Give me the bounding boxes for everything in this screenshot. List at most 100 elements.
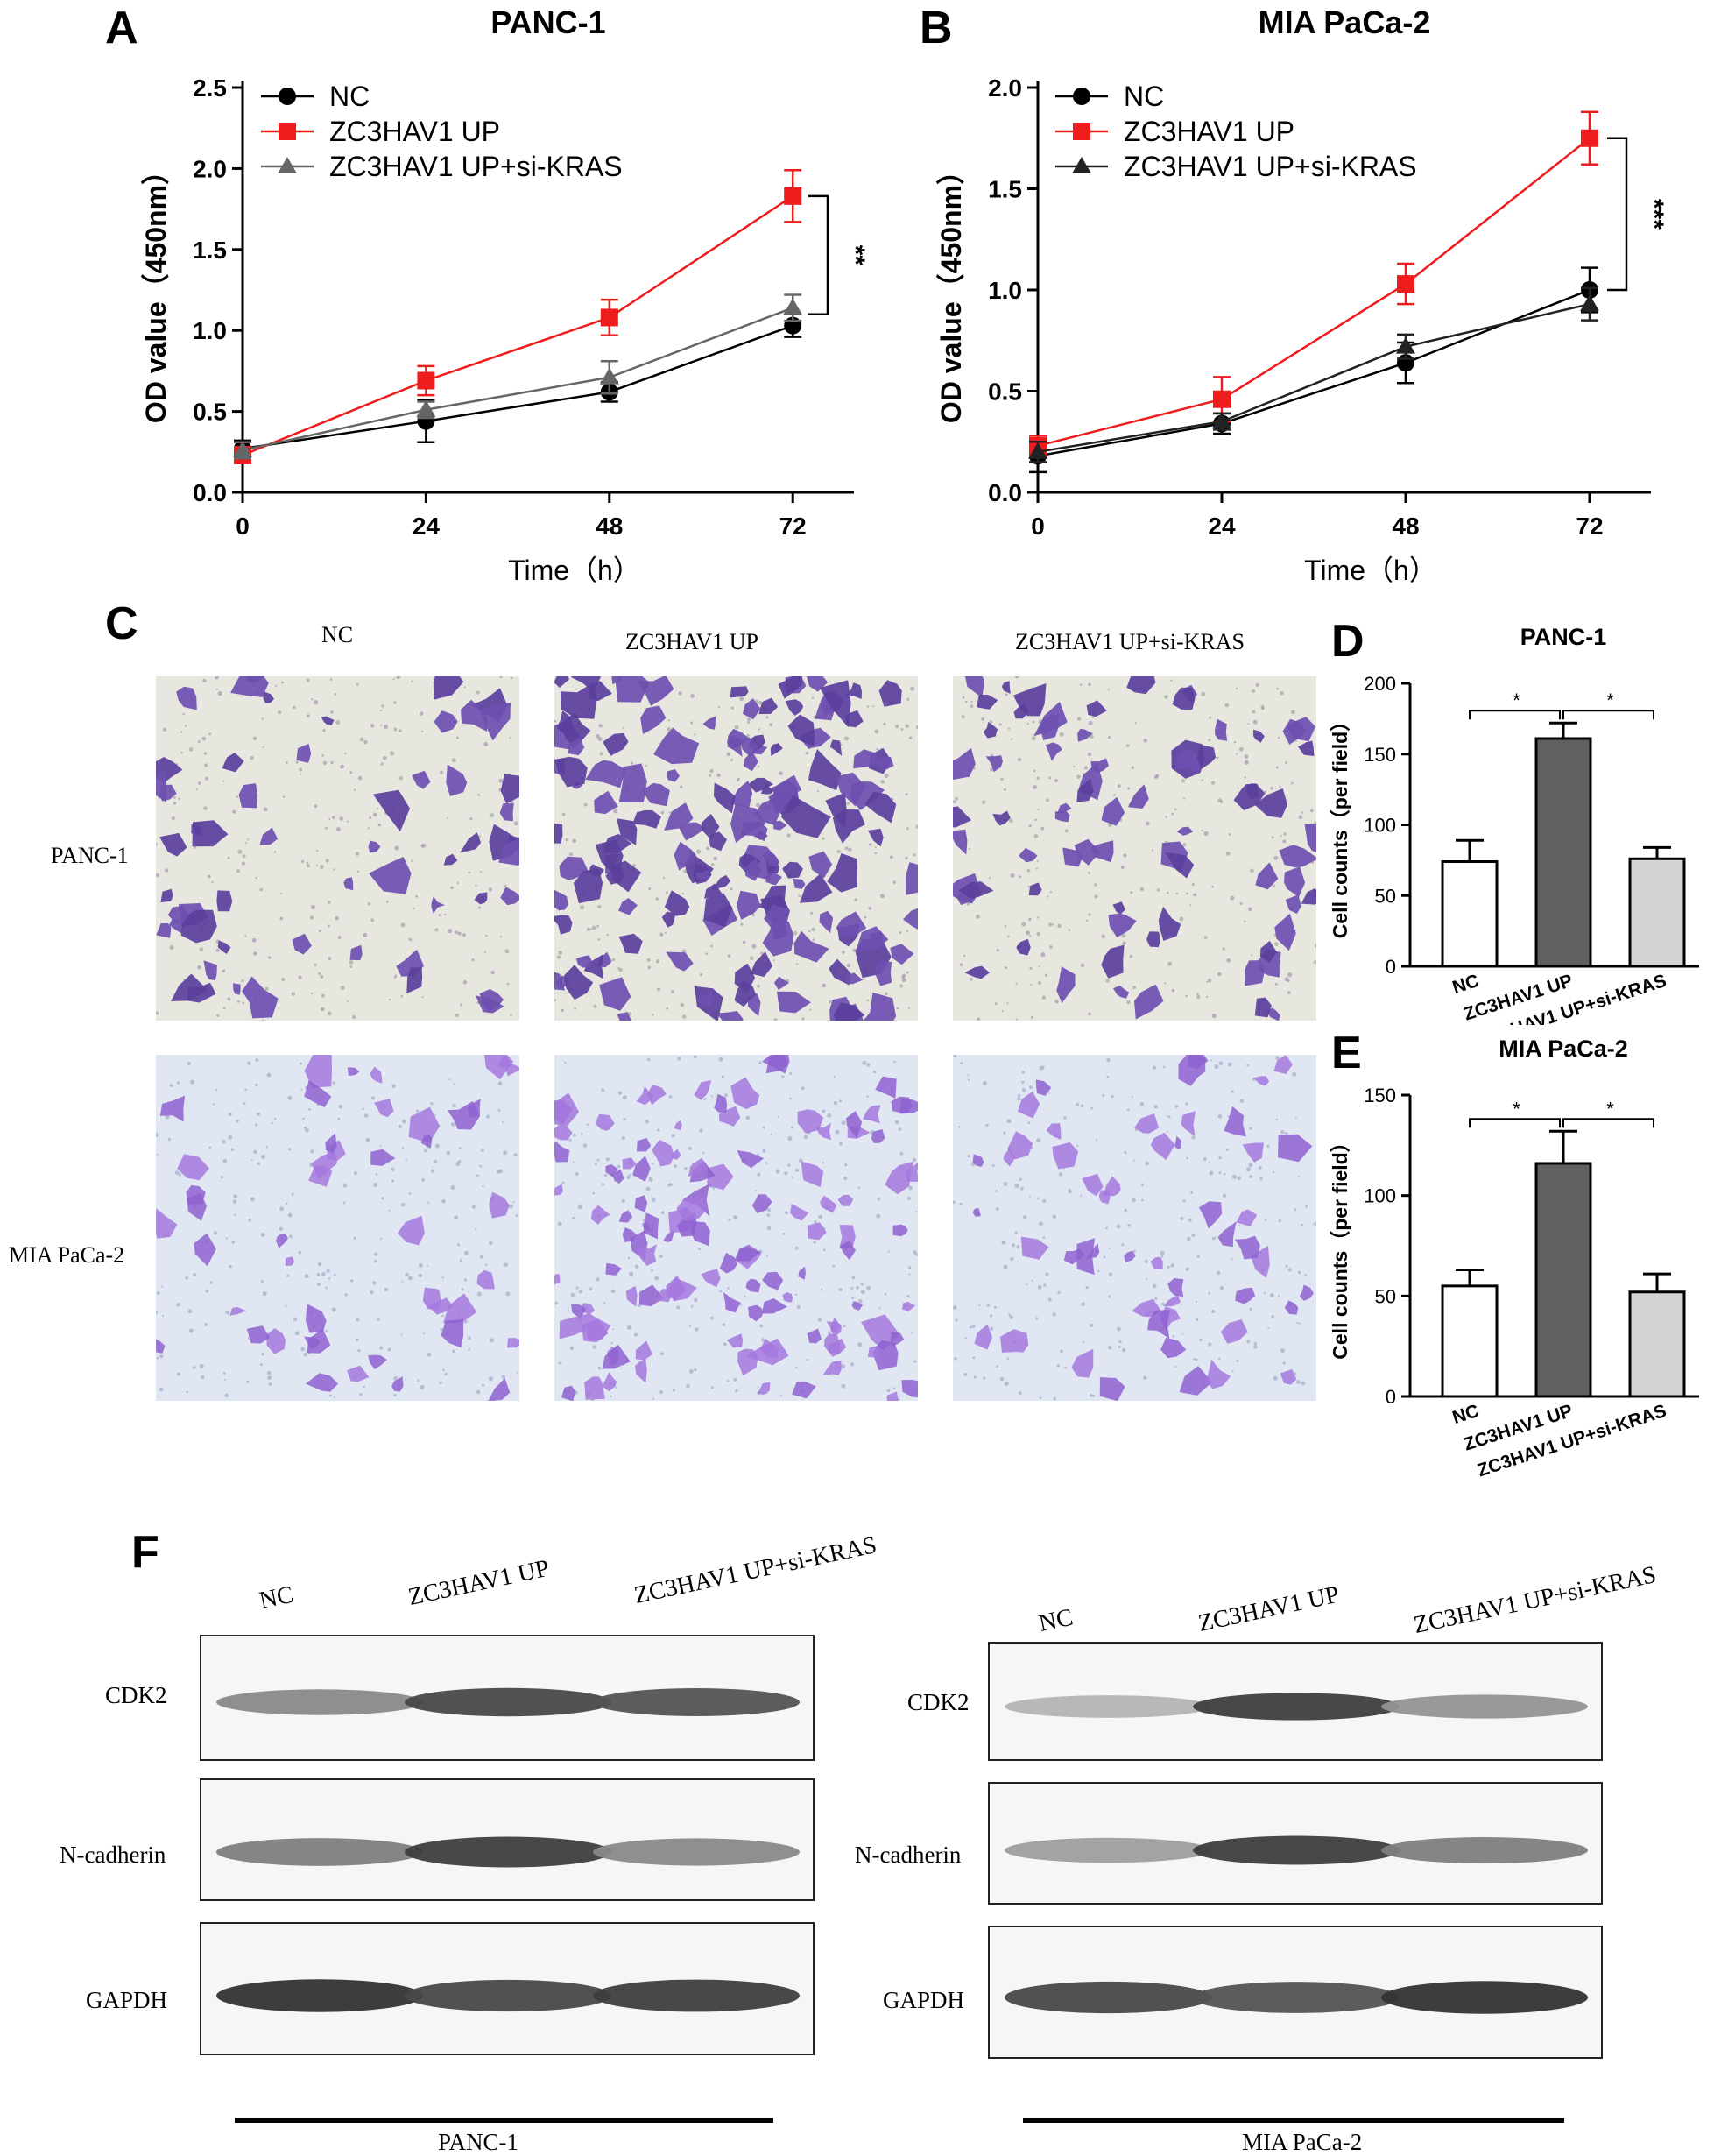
- membrane-pore: [424, 1149, 427, 1153]
- membrane-pore: [978, 1304, 981, 1307]
- membrane-pore: [878, 1306, 881, 1310]
- stained-cell: [1046, 1123, 1062, 1140]
- membrane-pore: [176, 1081, 180, 1085]
- membrane-pore: [1126, 1108, 1130, 1112]
- membrane-pore: [1193, 1357, 1196, 1361]
- membrane-pore: [222, 1372, 226, 1375]
- membrane-pore: [328, 1276, 331, 1280]
- stained-cell: [304, 1080, 332, 1107]
- membrane-pore: [327, 901, 331, 904]
- membrane-pore: [1185, 994, 1188, 998]
- membrane-pore: [372, 1281, 377, 1285]
- membrane-pore: [243, 1101, 246, 1105]
- membrane-pore: [1181, 779, 1186, 783]
- blot-left-cellline-bar: [235, 2118, 773, 2123]
- membrane-pore: [1189, 904, 1192, 907]
- membrane-pore: [273, 1117, 277, 1120]
- membrane-pore: [374, 1259, 377, 1262]
- membrane-pore: [962, 696, 965, 699]
- membrane-pore: [352, 1015, 356, 1020]
- membrane-pore: [1032, 720, 1035, 724]
- membrane-pore: [1186, 1156, 1188, 1160]
- stained-cell: [285, 1256, 294, 1266]
- membrane-pore: [285, 1305, 287, 1308]
- membrane-pore: [646, 958, 651, 962]
- membrane-pore: [1174, 1105, 1179, 1108]
- membrane-pore: [331, 1307, 336, 1312]
- membrane-pore: [688, 1324, 692, 1327]
- membrane-pore: [344, 752, 347, 755]
- membrane-pore: [182, 712, 185, 716]
- membrane-pore: [1273, 1375, 1278, 1381]
- stained-cell: [489, 1191, 510, 1219]
- membrane-pore: [1305, 1205, 1308, 1208]
- stained-cell: [1217, 1221, 1237, 1248]
- membrane-pore: [856, 1285, 859, 1290]
- series-line-1: [1037, 137, 1591, 448]
- y-tick-label: 1.5: [193, 237, 227, 264]
- stained-cell: [617, 1012, 631, 1021]
- membrane-pore: [379, 1346, 384, 1350]
- stained-cell: [368, 840, 381, 853]
- membrane-pore: [262, 746, 264, 748]
- membrane-pore: [510, 1014, 512, 1017]
- membrane-pore: [446, 816, 449, 820]
- membrane-pore: [1282, 839, 1287, 844]
- membrane-pore: [199, 1363, 204, 1369]
- membrane-pore: [757, 1172, 761, 1177]
- membrane-pore: [782, 1232, 786, 1235]
- membrane-pore: [1124, 1150, 1127, 1155]
- membrane-pore: [1216, 756, 1219, 760]
- membrane-pore: [777, 1115, 779, 1118]
- membrane-pore: [299, 1062, 302, 1065]
- membrane-pore: [1022, 1215, 1027, 1219]
- stained-cell: [636, 1244, 658, 1266]
- stained-cell: [554, 889, 568, 911]
- membrane-pore: [455, 736, 460, 739]
- membrane-pore: [1244, 920, 1246, 922]
- panel-c-col-sikras: ZC3HAV1 UP+si-KRAS: [1015, 629, 1245, 654]
- stained-cell: [583, 954, 604, 979]
- membrane-pore: [1219, 1286, 1224, 1290]
- membrane-pore: [836, 849, 841, 853]
- membrane-pore: [1118, 1340, 1122, 1344]
- stained-cell: [815, 1122, 832, 1141]
- membrane-pore: [279, 916, 284, 921]
- membrane-pore: [688, 1146, 692, 1150]
- membrane-pore: [1154, 1297, 1158, 1301]
- membrane-pore: [617, 967, 621, 970]
- stained-cell: [1090, 840, 1114, 863]
- membrane-pore: [758, 1061, 762, 1065]
- stained-cell: [259, 827, 279, 845]
- membrane-pore: [1027, 886, 1031, 888]
- membrane-pore: [730, 706, 734, 710]
- membrane-pore: [430, 1101, 434, 1106]
- membrane-pore: [1116, 1326, 1121, 1332]
- stained-cell: [793, 930, 829, 963]
- significance-label: ***: [1640, 199, 1668, 230]
- membrane-pore: [1180, 1216, 1184, 1220]
- membrane-pore: [805, 751, 809, 755]
- membrane-pore: [1292, 1071, 1297, 1077]
- stained-cell: [343, 877, 354, 891]
- membrane-pore: [841, 1383, 846, 1389]
- membrane-pore: [198, 781, 201, 785]
- membrane-pore: [232, 1199, 237, 1205]
- membrane-pore: [1014, 676, 1019, 679]
- membrane-pore: [356, 870, 360, 873]
- membrane-pore: [839, 1142, 843, 1146]
- membrane-pore: [732, 1215, 737, 1220]
- stained-cell: [730, 781, 753, 809]
- stained-cell: [408, 1106, 441, 1143]
- stained-cell: [1273, 1055, 1293, 1074]
- membrane-pore: [561, 812, 566, 816]
- stained-cell: [602, 1372, 617, 1392]
- stained-cell: [765, 872, 782, 886]
- membrane-pore: [458, 1147, 462, 1149]
- membrane-pore: [596, 1158, 600, 1162]
- stained-cell: [603, 732, 629, 756]
- membrane-pore: [363, 740, 368, 745]
- membrane-pore: [1068, 929, 1071, 931]
- membrane-pore: [822, 1162, 825, 1164]
- stained-cell: [709, 831, 727, 852]
